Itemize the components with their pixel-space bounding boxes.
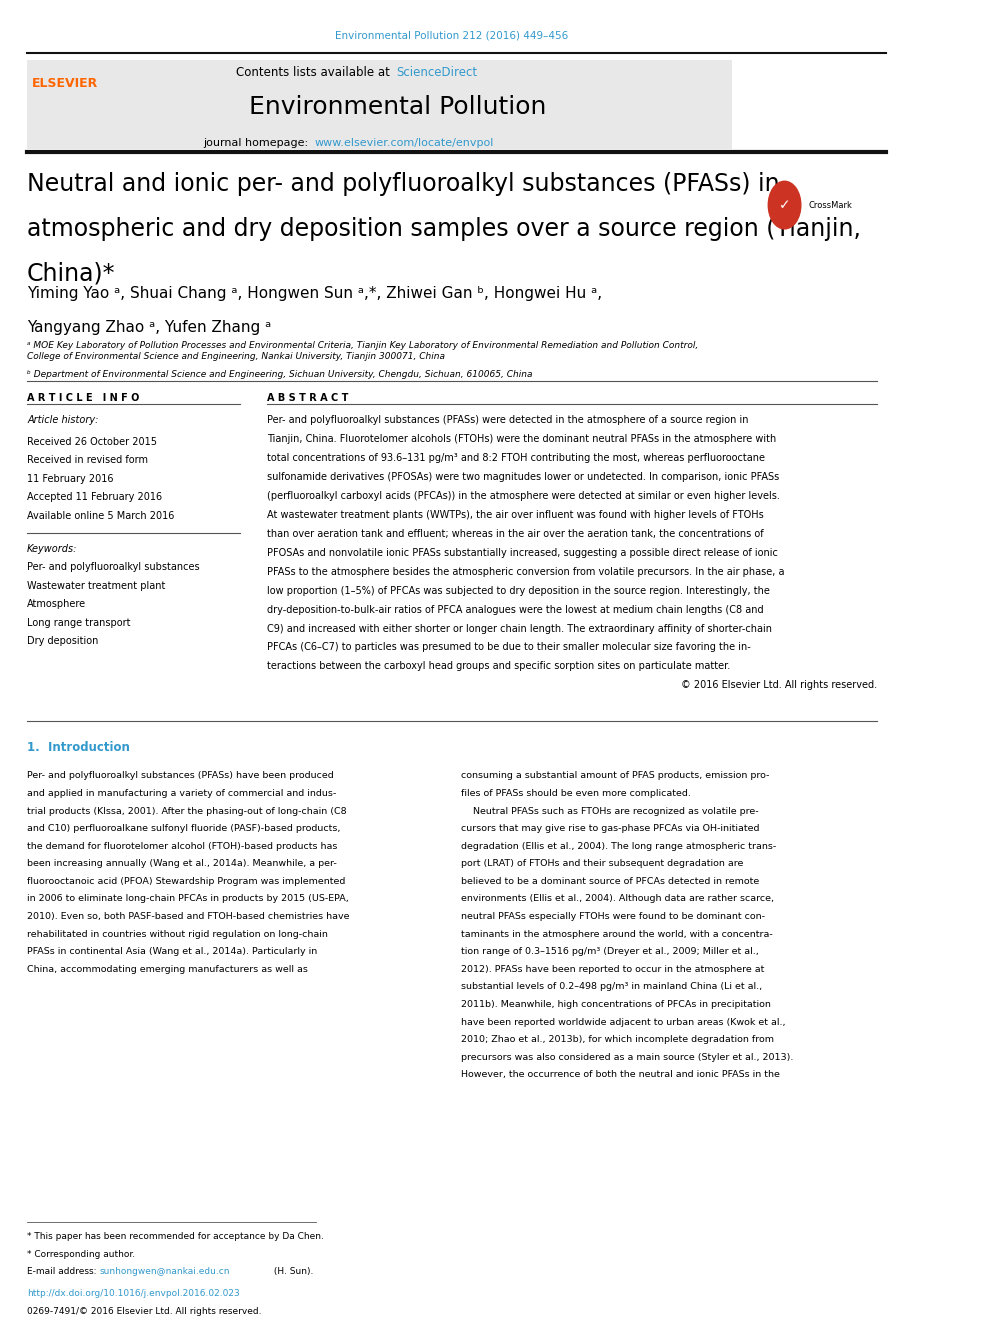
FancyBboxPatch shape	[27, 60, 732, 149]
Text: A R T I C L E   I N F O: A R T I C L E I N F O	[27, 393, 140, 404]
Text: believed to be a dominant source of PFCAs detected in remote: believed to be a dominant source of PFCA…	[461, 877, 759, 886]
Text: http://dx.doi.org/10.1016/j.envpol.2016.02.023: http://dx.doi.org/10.1016/j.envpol.2016.…	[27, 1289, 240, 1298]
Text: Neutral and ionic per- and polyfluoroalkyl substances (PFASs) in: Neutral and ionic per- and polyfluoroalk…	[27, 172, 780, 196]
Text: Yiming Yao ᵃ, Shuai Chang ᵃ, Hongwen Sun ᵃ,*, Zhiwei Gan ᵇ, Hongwei Hu ᵃ,: Yiming Yao ᵃ, Shuai Chang ᵃ, Hongwen Sun…	[27, 286, 602, 300]
Text: (perfluoroalkyl carboxyl acids (PFCAs)) in the atmosphere were detected at simil: (perfluoroalkyl carboxyl acids (PFCAs)) …	[267, 491, 780, 501]
Text: Tianjin, China. Fluorotelomer alcohols (FTOHs) were the dominant neutral PFASs i: Tianjin, China. Fluorotelomer alcohols (…	[267, 434, 776, 445]
Text: low proportion (1–5%) of PFCAs was subjected to dry deposition in the source reg: low proportion (1–5%) of PFCAs was subje…	[267, 586, 770, 595]
Text: tion range of 0.3–1516 pg/m³ (Dreyer et al., 2009; Miller et al.,: tion range of 0.3–1516 pg/m³ (Dreyer et …	[461, 947, 759, 957]
Text: At wastewater treatment plants (WWTPs), the air over influent was found with hig: At wastewater treatment plants (WWTPs), …	[267, 509, 764, 520]
Text: Per- and polyfluoroalkyl substances (PFASs) have been produced: Per- and polyfluoroalkyl substances (PFA…	[27, 771, 334, 781]
Text: Yangyang Zhao ᵃ, Yufen Zhang ᵃ: Yangyang Zhao ᵃ, Yufen Zhang ᵃ	[27, 320, 272, 335]
Text: * Corresponding author.: * Corresponding author.	[27, 1250, 135, 1259]
Text: PFASs in continental Asia (Wang et al., 2014a). Particularly in: PFASs in continental Asia (Wang et al., …	[27, 947, 317, 957]
Text: atmospheric and dry deposition samples over a source region (Tianjin,: atmospheric and dry deposition samples o…	[27, 217, 861, 241]
Text: consuming a substantial amount of PFAS products, emission pro-: consuming a substantial amount of PFAS p…	[461, 771, 770, 781]
Text: have been reported worldwide adjacent to urban areas (Kwok et al.,: have been reported worldwide adjacent to…	[461, 1017, 786, 1027]
Text: China)*: China)*	[27, 262, 116, 286]
Text: Environmental Pollution: Environmental Pollution	[249, 95, 547, 119]
Text: (H. Sun).: (H. Sun).	[271, 1267, 313, 1277]
Circle shape	[768, 181, 801, 229]
Text: Wastewater treatment plant: Wastewater treatment plant	[27, 581, 166, 591]
Text: PFOSAs and nonvolatile ionic PFASs substantially increased, suggesting a possibl: PFOSAs and nonvolatile ionic PFASs subst…	[267, 548, 778, 558]
Text: ᵃ MOE Key Laboratory of Pollution Processes and Environmental Criteria, Tianjin : ᵃ MOE Key Laboratory of Pollution Proces…	[27, 341, 698, 361]
Text: precursors was also considered as a main source (Styler et al., 2013).: precursors was also considered as a main…	[461, 1053, 794, 1062]
Text: neutral PFASs especially FTOHs were found to be dominant con-: neutral PFASs especially FTOHs were foun…	[461, 912, 765, 921]
Text: Article history:: Article history:	[27, 415, 98, 426]
Text: ✓: ✓	[779, 198, 791, 212]
Text: and C10) perfluoroalkane sulfonyl fluoride (PASF)-based products,: and C10) perfluoroalkane sulfonyl fluori…	[27, 824, 340, 833]
Text: and applied in manufacturing a variety of commercial and indus-: and applied in manufacturing a variety o…	[27, 789, 336, 798]
Text: * This paper has been recommended for acceptance by Da Chen.: * This paper has been recommended for ac…	[27, 1232, 324, 1241]
Text: the demand for fluorotelomer alcohol (FTOH)-based products has: the demand for fluorotelomer alcohol (FT…	[27, 841, 337, 851]
Text: sunhongwen@nankai.edu.cn: sunhongwen@nankai.edu.cn	[99, 1267, 230, 1277]
Text: A B S T R A C T: A B S T R A C T	[267, 393, 348, 404]
Text: environments (Ellis et al., 2004). Although data are rather scarce,: environments (Ellis et al., 2004). Altho…	[461, 894, 774, 904]
Text: 1.  Introduction: 1. Introduction	[27, 741, 130, 754]
Text: 2010; Zhao et al., 2013b), for which incomplete degradation from: 2010; Zhao et al., 2013b), for which inc…	[461, 1035, 774, 1044]
Text: Per- and polyfluoroalkyl substances (PFASs) were detected in the atmosphere of a: Per- and polyfluoroalkyl substances (PFA…	[267, 415, 748, 426]
Text: www.elsevier.com/locate/envpol: www.elsevier.com/locate/envpol	[314, 138, 494, 148]
Text: journal homepage:: journal homepage:	[203, 138, 311, 148]
Text: substantial levels of 0.2–498 pg/m³ in mainland China (Li et al.,: substantial levels of 0.2–498 pg/m³ in m…	[461, 983, 762, 991]
Text: Per- and polyfluoroalkyl substances: Per- and polyfluoroalkyl substances	[27, 562, 199, 573]
Text: Atmosphere: Atmosphere	[27, 599, 86, 610]
Text: 2012). PFASs have been reported to occur in the atmosphere at: 2012). PFASs have been reported to occur…	[461, 964, 765, 974]
Text: PFASs to the atmosphere besides the atmospheric conversion from volatile precurs: PFASs to the atmosphere besides the atmo…	[267, 566, 784, 577]
Text: 2011b). Meanwhile, high concentrations of PFCAs in precipitation: 2011b). Meanwhile, high concentrations o…	[461, 1000, 771, 1009]
Text: files of PFASs should be even more complicated.: files of PFASs should be even more compl…	[461, 789, 690, 798]
Text: Neutral PFASs such as FTOHs are recognized as volatile pre-: Neutral PFASs such as FTOHs are recogniz…	[461, 807, 759, 815]
Text: However, the occurrence of both the neutral and ionic PFASs in the: However, the occurrence of both the neut…	[461, 1070, 780, 1080]
Text: CrossMark: CrossMark	[808, 201, 853, 209]
Text: sulfonamide derivatives (PFOSAs) were two magnitudes lower or undetected. In com: sulfonamide derivatives (PFOSAs) were tw…	[267, 472, 779, 482]
Text: ELSEVIER: ELSEVIER	[32, 77, 98, 90]
Text: fluorooctanoic acid (PFOA) Stewardship Program was implemented: fluorooctanoic acid (PFOA) Stewardship P…	[27, 877, 345, 886]
Text: teractions between the carboxyl head groups and specific sorption sites on parti: teractions between the carboxyl head gro…	[267, 662, 730, 671]
Text: trial products (Klssa, 2001). After the phasing-out of long-chain (C8: trial products (Klssa, 2001). After the …	[27, 807, 347, 815]
Text: taminants in the atmosphere around the world, with a concentra-: taminants in the atmosphere around the w…	[461, 930, 773, 939]
Text: Accepted 11 February 2016: Accepted 11 February 2016	[27, 492, 163, 503]
Text: Environmental Pollution 212 (2016) 449–456: Environmental Pollution 212 (2016) 449–4…	[335, 30, 568, 41]
Text: been increasing annually (Wang et al., 2014a). Meanwhile, a per-: been increasing annually (Wang et al., 2…	[27, 860, 337, 868]
Text: E-mail address:: E-mail address:	[27, 1267, 99, 1277]
Text: © 2016 Elsevier Ltd. All rights reserved.: © 2016 Elsevier Ltd. All rights reserved…	[681, 680, 877, 691]
Text: C9) and increased with either shorter or longer chain length. The extraordinary : C9) and increased with either shorter or…	[267, 623, 772, 634]
Text: cursors that may give rise to gas-phase PFCAs via OH-initiated: cursors that may give rise to gas-phase …	[461, 824, 760, 833]
Text: 0269-7491/© 2016 Elsevier Ltd. All rights reserved.: 0269-7491/© 2016 Elsevier Ltd. All right…	[27, 1307, 262, 1316]
Text: port (LRAT) of FTOHs and their subsequent degradation are: port (LRAT) of FTOHs and their subsequen…	[461, 860, 743, 868]
Text: ScienceDirect: ScienceDirect	[396, 66, 477, 79]
Text: Received in revised form: Received in revised form	[27, 455, 148, 466]
Text: Keywords:: Keywords:	[27, 544, 77, 554]
Text: than over aeration tank and effluent; whereas in the air over the aeration tank,: than over aeration tank and effluent; wh…	[267, 529, 763, 538]
Text: Dry deposition: Dry deposition	[27, 636, 98, 647]
Text: degradation (Ellis et al., 2004). The long range atmospheric trans-: degradation (Ellis et al., 2004). The lo…	[461, 841, 776, 851]
Text: China, accommodating emerging manufacturers as well as: China, accommodating emerging manufactur…	[27, 964, 308, 974]
Text: Contents lists available at: Contents lists available at	[235, 66, 393, 79]
Text: 2010). Even so, both PASF-based and FTOH-based chemistries have: 2010). Even so, both PASF-based and FTOH…	[27, 912, 349, 921]
Text: ᵇ Department of Environmental Science and Engineering, Sichuan University, Cheng: ᵇ Department of Environmental Science an…	[27, 370, 533, 380]
Text: PFCAs (C6–C7) to particles was presumed to be due to their smaller molecular siz: PFCAs (C6–C7) to particles was presumed …	[267, 643, 750, 652]
Text: in 2006 to eliminate long-chain PFCAs in products by 2015 (US-EPA,: in 2006 to eliminate long-chain PFCAs in…	[27, 894, 349, 904]
Text: Available online 5 March 2016: Available online 5 March 2016	[27, 511, 175, 521]
Text: total concentrations of 93.6–131 pg/m³ and 8:2 FTOH contributing the most, where: total concentrations of 93.6–131 pg/m³ a…	[267, 454, 765, 463]
Text: Received 26 October 2015: Received 26 October 2015	[27, 437, 157, 447]
Text: Long range transport: Long range transport	[27, 618, 131, 628]
Text: 11 February 2016: 11 February 2016	[27, 474, 114, 484]
Text: rehabilitated in countries without rigid regulation on long-chain: rehabilitated in countries without rigid…	[27, 930, 328, 939]
Text: dry-deposition-to-bulk-air ratios of PFCA analogues were the lowest at medium ch: dry-deposition-to-bulk-air ratios of PFC…	[267, 605, 763, 615]
